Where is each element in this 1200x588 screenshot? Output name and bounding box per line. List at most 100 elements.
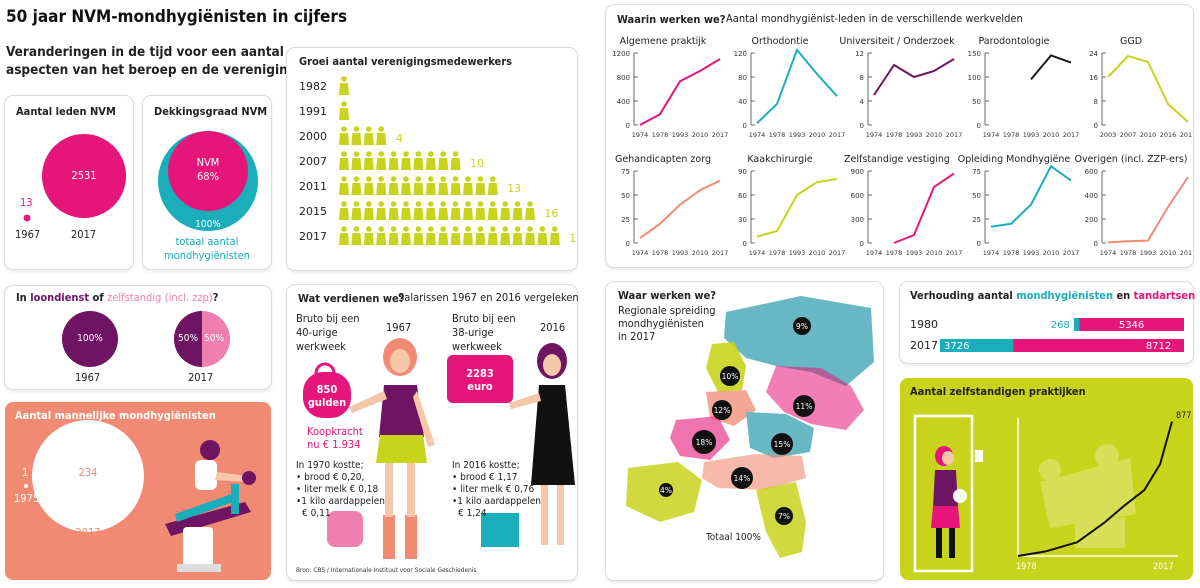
region-bubble-label: 15% <box>774 440 791 449</box>
mini-chart-xtick: 2017 <box>1180 131 1193 139</box>
dental-chair-illustration <box>165 440 256 572</box>
verdienen-subtitle: Salarissen 1967 en 2016 vergeleken <box>398 291 579 304</box>
person-icon <box>463 176 473 195</box>
person-icon <box>376 201 387 220</box>
koopkracht-line2: nu € 1.934 <box>307 438 361 451</box>
mini-chart-xtick: 1993 <box>1023 131 1040 139</box>
dekking-inner-label: NVM <box>196 156 220 169</box>
groei-count-label: 10 <box>470 157 484 170</box>
mini-chart-ytick: 75 <box>621 168 630 176</box>
person-icon <box>438 201 449 220</box>
dekking-title: Dekkingsgraad NVM <box>154 105 268 118</box>
groei-year-label: 2000 <box>299 130 327 143</box>
bar-mondhygienisten <box>1073 318 1080 331</box>
mini-chart-title: Overigen (incl. ZZP-ers) <box>1074 154 1187 165</box>
mannelijk-year-1975: 1975 <box>14 492 40 505</box>
groei-count-label: 13 <box>507 182 521 195</box>
mini-chart-ytick: 25 <box>972 216 981 224</box>
mini-chart-ytick: 50 <box>621 192 630 200</box>
mini-chart-ytick: 16 <box>1089 74 1098 82</box>
region-bubble: 7% <box>775 507 793 525</box>
mini-chart-xtick: 1974 <box>983 249 1000 257</box>
groei-count-label: 4 <box>396 132 403 145</box>
loondienst-title-zzp: (incl. zzp) <box>164 291 213 304</box>
mini-chart-xtick: 1978 <box>652 131 669 139</box>
person-icon <box>425 176 436 195</box>
regio-line2: mondhygiënisten <box>618 317 704 330</box>
werkvelden-title: Waarin werken we? <box>617 13 726 26</box>
mini-chart-ytick: 0 <box>626 122 630 130</box>
mini-chart-ytick: 30 <box>738 216 747 224</box>
person-icon <box>500 201 511 220</box>
mini-chart-xtick: 1993 <box>906 249 923 257</box>
regio-bubbles-svg: 9% 10% 12% 11% 18% 15% 14% 4% 7% <box>659 317 815 525</box>
region-bubble-label: 14% <box>734 474 751 483</box>
mannelijk-graphic <box>24 420 256 572</box>
person-icon <box>401 201 411 220</box>
dekking-caption-line1: totaal aantal <box>175 235 239 248</box>
mini-chart-ytick: 40 <box>738 98 747 106</box>
person-icon <box>339 76 349 95</box>
mini-chart-xtick: 2017 <box>712 131 729 139</box>
regio-bubbles: 9% 10% 12% 11% 18% 15% 14% 4% 7% <box>606 282 883 580</box>
person-icon <box>500 226 511 245</box>
dekking-inner-circle <box>168 131 248 211</box>
mannelijk-title: Aantal mannelijke mondhygiënisten <box>15 409 216 422</box>
mini-chart-xtick: 1978 <box>886 131 903 139</box>
person-icon <box>413 201 424 220</box>
right-cost-2: • liter melk € 0,76 <box>452 484 535 495</box>
regio-line1: Regionale spreiding <box>618 304 716 317</box>
koopkracht-line1: Koopkracht <box>307 425 363 438</box>
person-icon <box>388 226 399 245</box>
verhouding-svg: 1980 268 5346 2017 3726 8712 <box>910 318 1184 352</box>
mini-chart: GGD 0 8 16 24 20032007201020162017 <box>1089 36 1196 139</box>
right-unit: euro <box>467 380 493 393</box>
mini-chart-ytick: 8 <box>860 74 864 82</box>
verdienen-panel: Wat verdienen we? Salarissen 1967 en 201… <box>287 285 579 580</box>
person-icon <box>339 201 349 220</box>
mini-chart-xtick: 2017 <box>712 249 729 257</box>
zelfstandigen-axes <box>1017 418 1178 557</box>
mini-chart-ytick: 50 <box>972 192 981 200</box>
person-icon <box>376 126 387 145</box>
mini-chart-xtick: 1978 <box>1003 249 1020 257</box>
regio-title: Waar werken we? <box>618 289 717 302</box>
groei-year-label: 1982 <box>299 80 327 93</box>
bar-mondhygienisten <box>940 339 1014 352</box>
leden-value-1967: 13 <box>20 196 33 209</box>
left-unit: gulden <box>307 396 347 409</box>
person-icon <box>401 151 411 170</box>
mini-chart: Zelfstandige vestiging 0 300 600 900 1974 1978… <box>844 154 962 257</box>
pie-1967-loondienst <box>62 311 118 367</box>
right-cost-4: € 1,24 <box>458 508 487 519</box>
left-head-1: Bruto bij een <box>296 312 360 325</box>
person-icon <box>487 176 498 195</box>
mini-chart-xtick: 2003 <box>1100 131 1117 139</box>
groei-count-label: 18 <box>569 232 577 245</box>
person-icon <box>425 201 436 220</box>
person-icon <box>512 201 523 220</box>
mini-chart-xtick: 1974 <box>866 131 883 139</box>
mini-chart-xtick: 2010 <box>926 249 943 257</box>
mini-chart-ytick: 12 <box>855 50 864 58</box>
mini-chart-title: Orthodontie <box>751 36 808 47</box>
person-icon <box>376 226 387 245</box>
person-icon <box>512 226 523 245</box>
banknote-icon <box>447 355 513 403</box>
zelfstandigen-end-value: 877 <box>1176 411 1192 421</box>
verhouding-title-td: tandartsen <box>1133 289 1196 302</box>
region-bubble-label: 9% <box>796 322 808 331</box>
mini-chart-ytick: 90 <box>738 168 747 176</box>
mini-chart-ytick: 24 <box>1089 50 1098 58</box>
mini-chart-xtick: 2010 <box>809 131 826 139</box>
mini-chart-xtick: 2017 <box>1063 131 1080 139</box>
region-bubble: 4% <box>659 483 673 497</box>
verhouding-title-en: en <box>1116 289 1131 302</box>
right-year: 2016 <box>540 321 566 334</box>
person-icon <box>438 226 449 245</box>
region-bubble-label: 4% <box>660 486 672 495</box>
mini-chart-ytick: 0 <box>626 240 630 248</box>
person-icon <box>475 226 486 245</box>
left-amount: 850 <box>316 383 338 396</box>
